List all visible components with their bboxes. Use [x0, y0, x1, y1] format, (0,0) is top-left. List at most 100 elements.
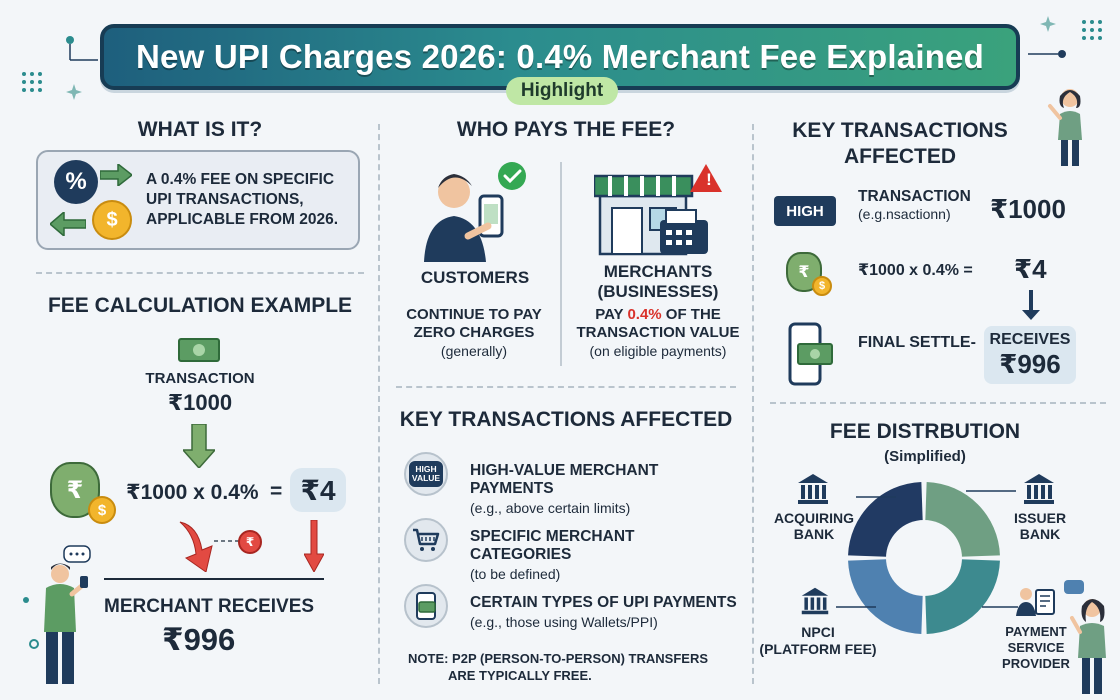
decor-dots-left	[22, 36, 98, 92]
npci-icon	[801, 587, 829, 615]
money-bag-right-icon: ₹	[786, 252, 822, 292]
acquiring-bank-icon	[798, 474, 828, 504]
dashed-link	[214, 540, 240, 542]
arrow-down-icon	[183, 424, 215, 468]
person-phone-icon	[23, 545, 91, 684]
divider-left-h	[36, 272, 364, 274]
acquiring-line-2: BANK	[793, 526, 835, 542]
psp-line-1: PAYMENT	[1005, 624, 1067, 639]
alert-icon: !	[706, 170, 712, 189]
key-tx-right-transaction: TRANSACTION (e.g.nsactionn)	[858, 188, 988, 222]
divider-who-pays	[560, 162, 562, 366]
merchants-line-1: PAY 0.4% OF THE	[570, 306, 746, 324]
final-settle-label: FINAL SETTLE-	[858, 334, 976, 351]
divider-center-h	[396, 386, 736, 388]
connector-npci	[836, 606, 876, 608]
key-tx-item-2: SPECIFIC MERCHANT CATEGORIES (to be defi…	[470, 528, 740, 582]
key-tx-right-transaction-sub: (e.g.nsactionn)	[858, 206, 951, 222]
acquiring-line-1: ACQUIRING	[773, 510, 855, 526]
fee-dist-sub: (Simplified)	[884, 448, 966, 465]
merchants-note: (on eligible payments)	[589, 343, 727, 359]
what-line-1: A 0.4% FEE ON SPECIFIC	[146, 171, 335, 188]
key-tx-right-transaction-amount: ₹1000	[990, 194, 1066, 224]
divider-right-h	[770, 402, 1106, 404]
npci-line-2: (PLATFORM FEE)	[759, 641, 877, 657]
rupee-small-coin-icon: ₹	[238, 530, 262, 554]
divider-right	[752, 124, 754, 684]
what-is-it-text: A 0.4% FEE ON SPECIFIC UPI TRANSACTIONS,…	[146, 170, 356, 230]
customer-icon	[424, 162, 526, 262]
npci-label: NPCI (PLATFORM FEE)	[756, 624, 880, 658]
issuer-bank-icon	[1024, 474, 1054, 504]
merchants-text: PAY 0.4% OF THE TRANSACTION VALUE (on el…	[570, 306, 746, 360]
psp-line-2: SERVICE	[1007, 640, 1065, 655]
receives-amount: ₹996	[999, 348, 1061, 379]
fee-dist-donut	[848, 482, 1000, 634]
merchants-title: MERCHANTS	[603, 262, 713, 281]
issuer-line-2: BANK	[1019, 526, 1061, 542]
key-tx-item-1-title: HIGH-VALUE MERCHANT PAYMENTS	[470, 462, 659, 497]
coin-icon: $	[88, 496, 116, 524]
psp-label: PAYMENT SERVICE PROVIDER	[992, 624, 1080, 672]
psp-icon	[1016, 588, 1055, 616]
merchants-line-1-post: OF THE	[661, 306, 721, 323]
high-tag: HIGH	[774, 196, 836, 226]
dollar-coin-icon: $	[92, 200, 132, 240]
connector-issuer	[966, 490, 1016, 492]
fee-calc-heading: FEE CALCULATION EXAMPLE	[47, 294, 353, 317]
arrow-down-right-icon	[1022, 290, 1040, 320]
wallet-phone-icon	[404, 584, 448, 628]
connector-acquiring	[856, 496, 896, 498]
key-tx-item-3: CERTAIN TYPES OF UPI PAYMENTS (e.g., tho…	[470, 594, 740, 630]
connector-psp	[982, 606, 1018, 608]
title-banner: New UPI Charges 2026: 0.4% Merchant Fee …	[100, 24, 1020, 90]
key-tx-item-1: HIGH-VALUE MERCHANT PAYMENTS (e.g., abov…	[470, 462, 740, 516]
fee-dist-heading: FEE DISTRBUTION	[829, 420, 1021, 443]
p2p-note-line-1: NOTE: P2P (PERSON-TO-PERSON) TRANSFERS	[408, 651, 708, 666]
arrow-right-icon	[100, 164, 132, 186]
red-arrow-down-icon	[304, 520, 324, 572]
npci-line-1: NPCI	[801, 624, 835, 640]
phone-cash-icon	[788, 322, 833, 386]
highlight-badge: Highlight	[506, 77, 618, 105]
decor-dots-right	[1028, 16, 1102, 58]
arrow-left-icon	[50, 212, 86, 236]
merchants-subtitle: (BUSINESSES)	[597, 282, 719, 301]
shop-icon	[594, 164, 722, 256]
receives-box: RECEIVES ₹996	[984, 326, 1076, 384]
merchant-receives-amount: ₹996	[162, 622, 236, 657]
psp-line-3: PROVIDER	[1002, 656, 1070, 671]
receives-label: RECEIVES	[989, 330, 1071, 348]
what-is-it-card: % $ A 0.4% FEE ON SPECIFIC UPI TRANSACTI…	[36, 150, 360, 250]
fee-calc-formula: ₹1000 x 0.4%	[126, 481, 259, 504]
p2p-note: NOTE: P2P (PERSON-TO-PERSON) TRANSFERS A…	[408, 650, 738, 684]
issuer-line-1: ISSUER	[1013, 510, 1067, 526]
customers-line-2: ZERO CHARGES	[413, 324, 535, 341]
page-title: New UPI Charges 2026: 0.4% Merchant Fee …	[136, 38, 984, 75]
what-is-it-heading: WHAT IS IT?	[137, 118, 263, 141]
coin-right-icon: $	[812, 276, 832, 296]
customers-note: (generally)	[440, 343, 508, 359]
acquiring-bank-label: ACQUIRING BANK	[766, 510, 862, 542]
high-value-icon: HIGH VALUE	[404, 452, 448, 496]
key-tx-item-2-sub: (to be defined)	[470, 566, 561, 582]
merchant-receives-label: MERCHANT RECEIVES	[104, 596, 315, 617]
percent-icon: %	[54, 160, 98, 204]
customers-text: CONTINUE TO PAY ZERO CHARGES (generally)	[396, 306, 552, 360]
high-value-icon-text: HIGH VALUE	[409, 461, 443, 487]
customers-line-1: CONTINUE TO PAY	[406, 306, 542, 323]
woman-icon	[1048, 89, 1082, 166]
merchants-line-1-pre: PAY	[595, 306, 628, 323]
key-tx-item-3-title: CERTAIN TYPES OF UPI PAYMENTS	[470, 594, 737, 611]
key-tx-center-heading: KEY TRANSACTIONS AFFECTED	[399, 408, 733, 431]
fee-calc-transaction-amount: ₹1000	[167, 390, 233, 415]
cash-icon	[178, 338, 220, 362]
divider-left	[378, 124, 380, 684]
key-tx-right-transaction-label: TRANSACTION	[858, 188, 971, 205]
merchant-line	[104, 578, 324, 580]
key-tx-right-heading: KEY TRANSACTIONS AFFECTED	[770, 118, 1030, 170]
key-tx-item-2-title: SPECIFIC MERCHANT CATEGORIES	[470, 528, 635, 563]
what-line-2: UPI TRANSACTIONS,	[146, 191, 304, 208]
key-tx-item-3-sub: (e.g., those using Wallets/PPI)	[470, 614, 658, 630]
fee-calc-equals: =	[270, 480, 283, 503]
